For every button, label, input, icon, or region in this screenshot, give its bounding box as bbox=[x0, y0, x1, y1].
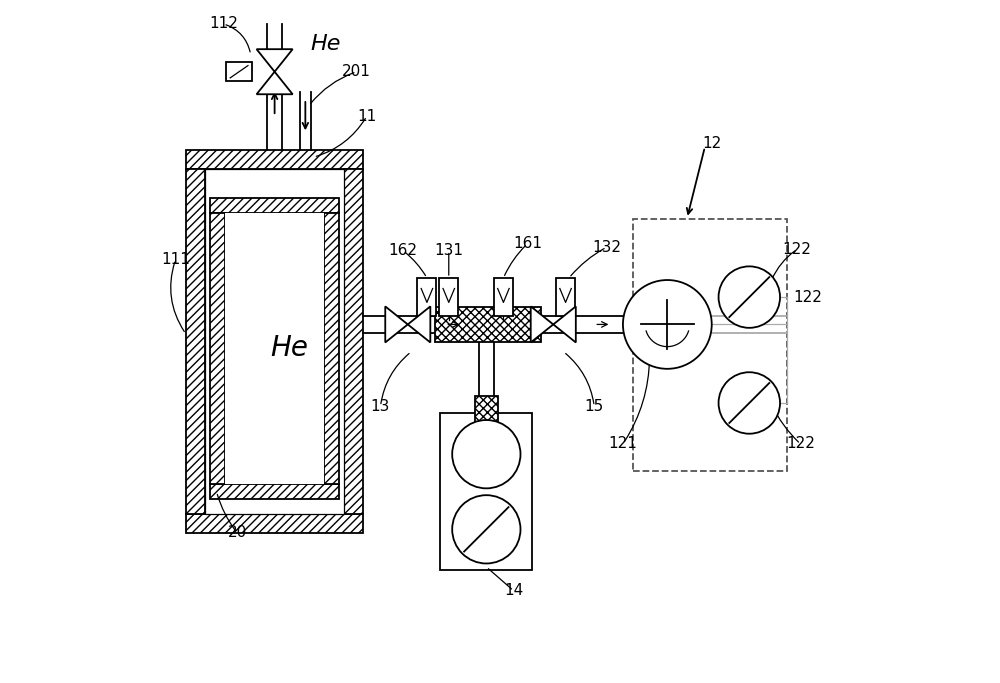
Polygon shape bbox=[257, 72, 293, 94]
Circle shape bbox=[623, 280, 712, 369]
Text: He: He bbox=[311, 34, 341, 55]
Polygon shape bbox=[531, 307, 553, 342]
Bar bbox=[205, 169, 344, 514]
Text: 20: 20 bbox=[227, 525, 247, 540]
Polygon shape bbox=[257, 49, 293, 72]
Circle shape bbox=[719, 266, 780, 328]
Bar bbox=[226, 62, 252, 81]
Bar bbox=[210, 484, 339, 499]
Bar bbox=[494, 278, 513, 316]
Text: 15: 15 bbox=[585, 399, 604, 414]
Text: 14: 14 bbox=[504, 583, 523, 598]
Bar bbox=[324, 213, 339, 484]
Text: 122: 122 bbox=[783, 242, 812, 257]
Text: 131: 131 bbox=[434, 243, 463, 258]
Bar bbox=[210, 213, 225, 484]
Polygon shape bbox=[385, 307, 408, 342]
Text: 12: 12 bbox=[702, 136, 721, 151]
Text: 112: 112 bbox=[209, 16, 238, 31]
Bar bbox=[210, 198, 339, 213]
Polygon shape bbox=[408, 307, 430, 342]
Bar bbox=[556, 278, 575, 316]
Bar bbox=[225, 213, 324, 484]
Polygon shape bbox=[553, 307, 576, 342]
Text: 132: 132 bbox=[592, 240, 621, 255]
Text: 13: 13 bbox=[371, 399, 390, 414]
Text: 162: 162 bbox=[389, 243, 418, 258]
Text: 161: 161 bbox=[513, 236, 542, 251]
Bar bbox=[435, 307, 541, 342]
Bar bbox=[186, 150, 363, 169]
Text: He: He bbox=[271, 335, 309, 362]
Bar bbox=[417, 278, 436, 316]
Text: 121: 121 bbox=[609, 436, 637, 451]
Circle shape bbox=[452, 495, 520, 563]
Text: 11: 11 bbox=[357, 109, 376, 124]
Text: 122: 122 bbox=[794, 290, 823, 305]
Text: 111: 111 bbox=[161, 252, 190, 267]
Bar bbox=[633, 219, 787, 471]
Circle shape bbox=[719, 372, 780, 434]
Text: 201: 201 bbox=[342, 64, 371, 79]
Bar bbox=[440, 413, 532, 570]
Bar bbox=[344, 169, 363, 514]
Bar bbox=[439, 278, 458, 316]
Text: 122: 122 bbox=[786, 436, 815, 451]
Bar bbox=[475, 396, 498, 423]
Circle shape bbox=[452, 420, 520, 488]
Bar bbox=[186, 169, 205, 514]
Bar bbox=[186, 514, 363, 533]
